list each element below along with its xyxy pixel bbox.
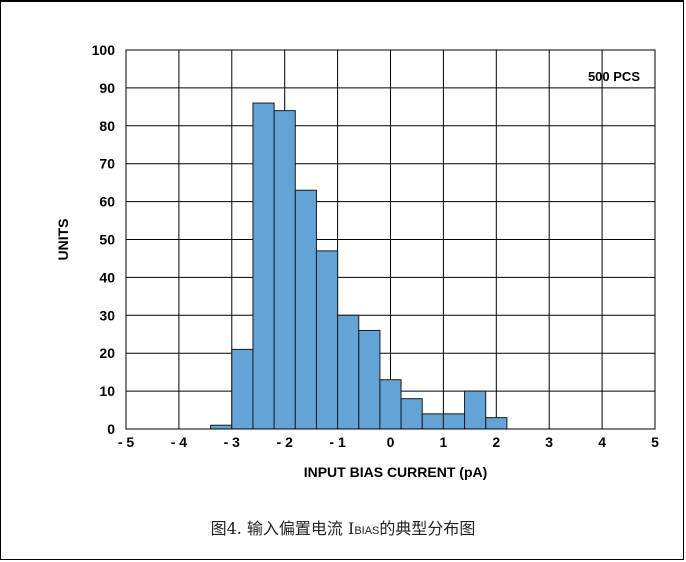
y-tick-label: 60	[99, 194, 115, 210]
x-tick-label: - 1	[329, 434, 346, 450]
histogram-bar	[400, 398, 423, 430]
histogram-chart: 0 10 20 30 40 50 60 70 80 90 100 - 5 - 4 - 3 - 2 - 1 0 1 2…	[55, 42, 659, 480]
histogram-bar	[231, 348, 254, 430]
y-tick-label: 70	[99, 156, 115, 172]
caption-suffix: 的典型分布图	[379, 519, 476, 538]
y-axis-label: UNITS	[55, 219, 71, 261]
histogram-bar	[337, 314, 360, 430]
y-tick-label: 30	[99, 307, 115, 323]
x-tick-label: 2	[492, 434, 500, 450]
y-tick-label: 0	[107, 421, 115, 437]
y-tick-label: 100	[92, 42, 116, 58]
histogram-bar	[210, 424, 233, 430]
histogram-bar	[442, 413, 466, 430]
y-tick-label: 20	[99, 345, 115, 361]
y-tick-label: 80	[99, 118, 115, 134]
figure-caption: 图4. 输入偏置电流 IBIAS的典型分布图	[0, 515, 686, 539]
y-tick-label: 10	[99, 383, 115, 399]
caption-prefix: 图4. 输入偏置电流 I	[210, 519, 355, 538]
x-tick-label: 0	[387, 434, 395, 450]
histogram-bar	[379, 379, 402, 430]
caption-subscript: BIAS	[354, 525, 380, 537]
histogram-bar	[421, 413, 444, 430]
histogram-bar	[315, 250, 339, 430]
plot-border	[125, 49, 656, 430]
y-tick-label: 50	[99, 232, 115, 248]
histogram-bar	[294, 189, 317, 430]
x-tick-label: 5	[651, 434, 659, 450]
histogram-bar	[358, 329, 381, 430]
histogram-bar	[252, 102, 275, 430]
y-tick-label: 90	[99, 80, 115, 96]
x-tick-label: - 4	[171, 434, 188, 450]
histogram-bar	[464, 390, 487, 430]
x-tick-label: - 5	[118, 434, 135, 450]
x-tick-label: - 3	[224, 434, 241, 450]
x-tick-label: - 2	[277, 434, 294, 450]
sample-size-annotation: 500 PCS	[588, 69, 640, 84]
x-axis-label: INPUT BIAS CURRENT (pA)	[304, 464, 488, 480]
x-tick-label: 1	[440, 434, 448, 450]
x-tick-label: 3	[545, 434, 553, 450]
histogram-bar	[273, 110, 296, 430]
histogram-bar	[485, 417, 508, 430]
y-tick-label: 40	[99, 269, 115, 285]
x-tick-label: 4	[598, 434, 606, 450]
